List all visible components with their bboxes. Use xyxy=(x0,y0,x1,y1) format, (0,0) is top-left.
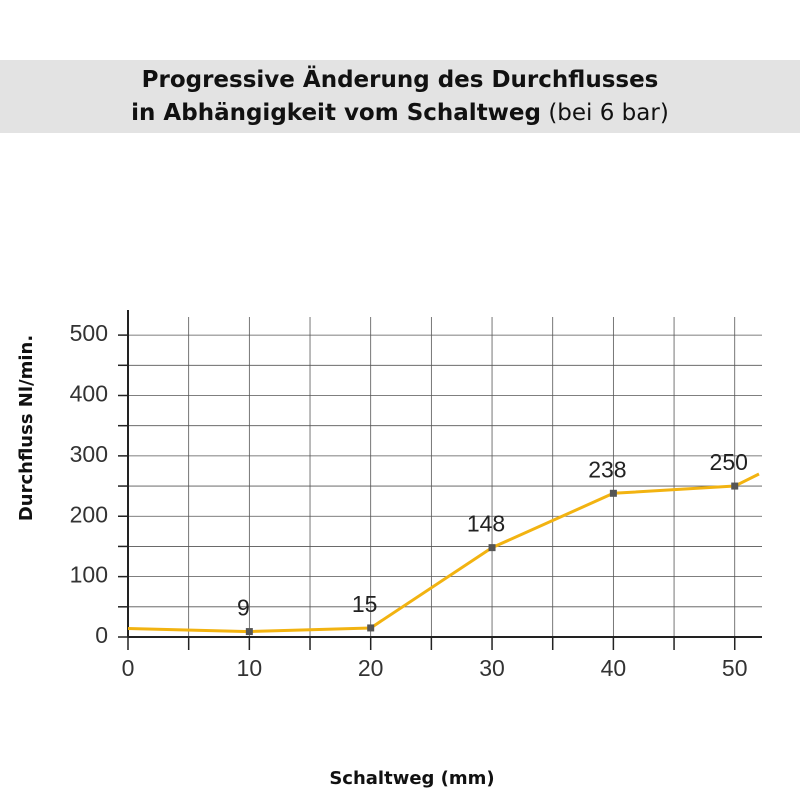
data-point xyxy=(488,544,496,552)
y-tick-label: 100 xyxy=(70,562,108,588)
x-tick-label: 20 xyxy=(358,655,384,681)
y-tick-label: 400 xyxy=(70,381,108,407)
x-axis-label: Schaltweg (mm) xyxy=(329,768,494,789)
x-tick-label: 40 xyxy=(601,655,627,681)
data-label: 238 xyxy=(588,456,626,482)
y-tick-label: 500 xyxy=(70,320,108,346)
data-label: 15 xyxy=(352,591,378,617)
y-axis-label: Durchfluss Nl/min. xyxy=(16,335,37,521)
data-label: 250 xyxy=(710,449,748,475)
y-tick-label: 300 xyxy=(70,441,108,467)
data-point xyxy=(367,624,375,632)
title-part: in Abhängigkeit vom Schaltweg xyxy=(131,100,541,126)
x-tick-label: 30 xyxy=(479,655,505,681)
y-tick-label: 0 xyxy=(95,622,108,648)
data-point xyxy=(609,489,617,497)
y-tick-label: 200 xyxy=(70,501,108,527)
chart-title-line2: in Abhängigkeit vom Schaltweg (bei 6 bar… xyxy=(0,97,800,130)
data-label: 148 xyxy=(467,511,505,537)
chart-title: Progressive Änderung des Durchflusses xyxy=(141,67,659,93)
x-tick-label: 0 xyxy=(122,655,135,681)
data-label: 9 xyxy=(237,595,250,621)
title-band: Progressive Änderung des Durchflusses in… xyxy=(0,60,800,133)
subtitle: (bei 6 bar) xyxy=(548,100,669,126)
x-tick-label: 50 xyxy=(722,655,748,681)
x-tick-label: 10 xyxy=(237,655,263,681)
data-line xyxy=(127,472,760,634)
data-point xyxy=(731,482,739,490)
data-point xyxy=(245,628,253,636)
